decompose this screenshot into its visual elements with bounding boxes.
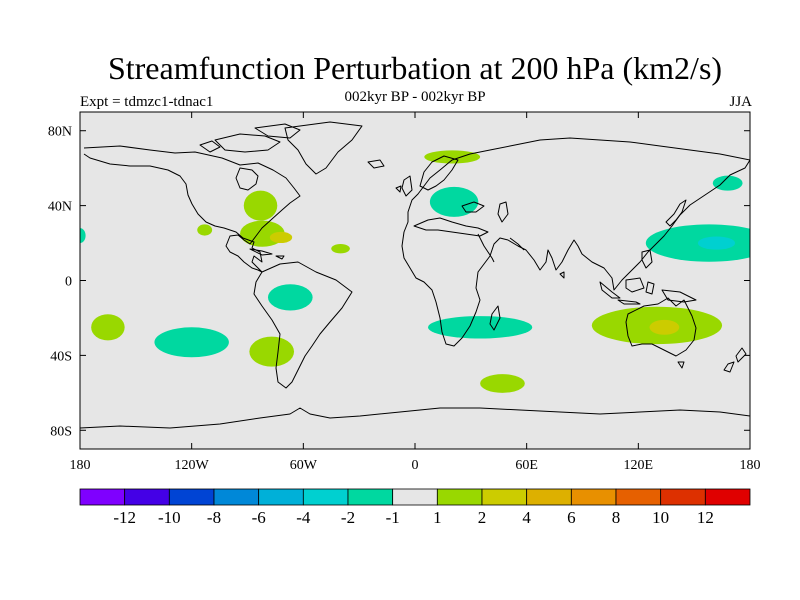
colorbar-swatch [570, 488, 617, 506]
anomaly-dateline-negative [80, 228, 86, 244]
colorbar-label: 1 [433, 508, 442, 527]
colorbar-swatch [79, 488, 126, 506]
coastline-indonesia [599, 249, 697, 305]
y-tick-label: 0 [65, 275, 72, 290]
colorbar-swatch [436, 488, 483, 506]
map-background [80, 112, 750, 449]
coastline-eurasia-africa [401, 137, 750, 347]
experiment-label: Expt = tdmzc1-tdnac1 [80, 94, 214, 110]
colorbar-label: -10 [158, 508, 181, 527]
colorbar-swatch [481, 488, 528, 506]
coastline-hudson-bay [235, 167, 259, 191]
y-tick-label: 80S [50, 424, 72, 439]
season-label: JJA [729, 94, 752, 110]
y-axis: 80N 40N 0 40S 80S [48, 125, 750, 439]
colorbar-label: 2 [478, 508, 487, 527]
coastline-black-sea [461, 201, 485, 213]
colorbar-label: -12 [113, 508, 136, 527]
anomaly-west-pacific-negative-core [697, 236, 736, 250]
coastline-arctic-islands [199, 123, 301, 153]
coastline-caspian [497, 201, 509, 223]
coastline-sri-lanka [559, 271, 565, 279]
anomaly-layer [80, 150, 750, 393]
colorbar-label: -6 [252, 508, 266, 527]
colorbar-swatch [660, 488, 706, 506]
anomaly-south-pacific-positive [91, 314, 125, 341]
colorbar-label: 8 [612, 508, 621, 527]
coastline-scandinavia [419, 155, 459, 191]
colorbar-swatch [302, 488, 349, 506]
colorbar-label: 6 [567, 508, 576, 527]
y-tick-label: 40S [50, 349, 72, 364]
anomaly-south-pacific-negative [154, 327, 229, 358]
chart-subtitle: 002kyr BP - 002kyr BP [344, 89, 486, 105]
anomaly-southern-ocean-positive [480, 374, 525, 393]
chart-title: Streamfunction Perturbation at 200 hPa (… [107, 50, 723, 86]
x-tick-label: 60E [515, 458, 538, 473]
anomaly-kamchatka-negative [712, 175, 743, 191]
colorbar-swatch [392, 488, 438, 506]
colorbar-label: -4 [296, 508, 311, 527]
coastline-tasmania [677, 361, 685, 369]
coastline-antarctica [80, 407, 750, 429]
colorbar-label: -8 [207, 508, 221, 527]
anomaly-south-america-negative [267, 284, 313, 311]
coastline-mediterranean [413, 217, 489, 237]
anomaly-arctic-europe-positive [424, 150, 481, 164]
x-tick-label: 120E [624, 458, 654, 473]
coastline-persian-gulf [509, 237, 525, 251]
colorbar: -12 -10 -8 -6 -4 -2 -1 1 2 4 6 8 10 12 [79, 488, 751, 527]
colorbar-label: 10 [652, 508, 669, 527]
coastline-japan [665, 199, 687, 227]
anomaly-gulf-positive-small [269, 231, 293, 244]
colorbar-swatch [615, 488, 662, 506]
y-tick-label: 80N [48, 125, 72, 140]
colorbar-swatch [526, 488, 572, 506]
coastline-madagascar [489, 305, 501, 331]
colorbar-label: 4 [522, 508, 531, 527]
colorbar-label: -1 [386, 508, 400, 527]
x-tick-label: 180 [740, 458, 761, 473]
colorbar-swatch [124, 488, 170, 506]
y-tick-label: 40N [48, 200, 72, 215]
x-tick-label: 0 [412, 458, 419, 473]
coastline-north-america [83, 145, 301, 273]
anomaly-mediterranean-negative [429, 186, 479, 217]
coastline-red-sea [477, 233, 495, 263]
coastline-britain [395, 175, 413, 197]
x-axis: 180 120W 60W 0 60E 120E 180 [70, 112, 761, 473]
colorbar-swatch [258, 488, 304, 506]
colorbar-swatch [704, 488, 751, 506]
coastline-new-zealand [723, 347, 747, 373]
colorbar-swatch [347, 488, 394, 506]
x-tick-label: 180 [70, 458, 91, 473]
anomaly-south-africa-negative [428, 316, 533, 339]
coastline-australia [625, 297, 697, 357]
coastline-caribbean [249, 248, 285, 260]
x-tick-label: 60W [290, 458, 318, 473]
x-tick-label: 120W [175, 458, 210, 473]
colorbar-swatch [168, 488, 215, 506]
anomaly-pacific-positive-small [197, 224, 213, 236]
anomaly-south-america-positive [249, 336, 295, 367]
anomaly-atlantic-positive-small [331, 243, 350, 254]
coastline-south-america [253, 261, 353, 389]
anomaly-australia-positive-core [649, 319, 680, 335]
colorbar-swatch [213, 488, 260, 506]
anomaly-north-atlantic-positive [243, 190, 278, 221]
coastline-iceland [367, 159, 385, 169]
coastline-greenland [284, 121, 363, 175]
colorbar-label: -2 [341, 508, 355, 527]
coastline-layer [80, 121, 750, 429]
colorbar-label: 12 [697, 508, 714, 527]
